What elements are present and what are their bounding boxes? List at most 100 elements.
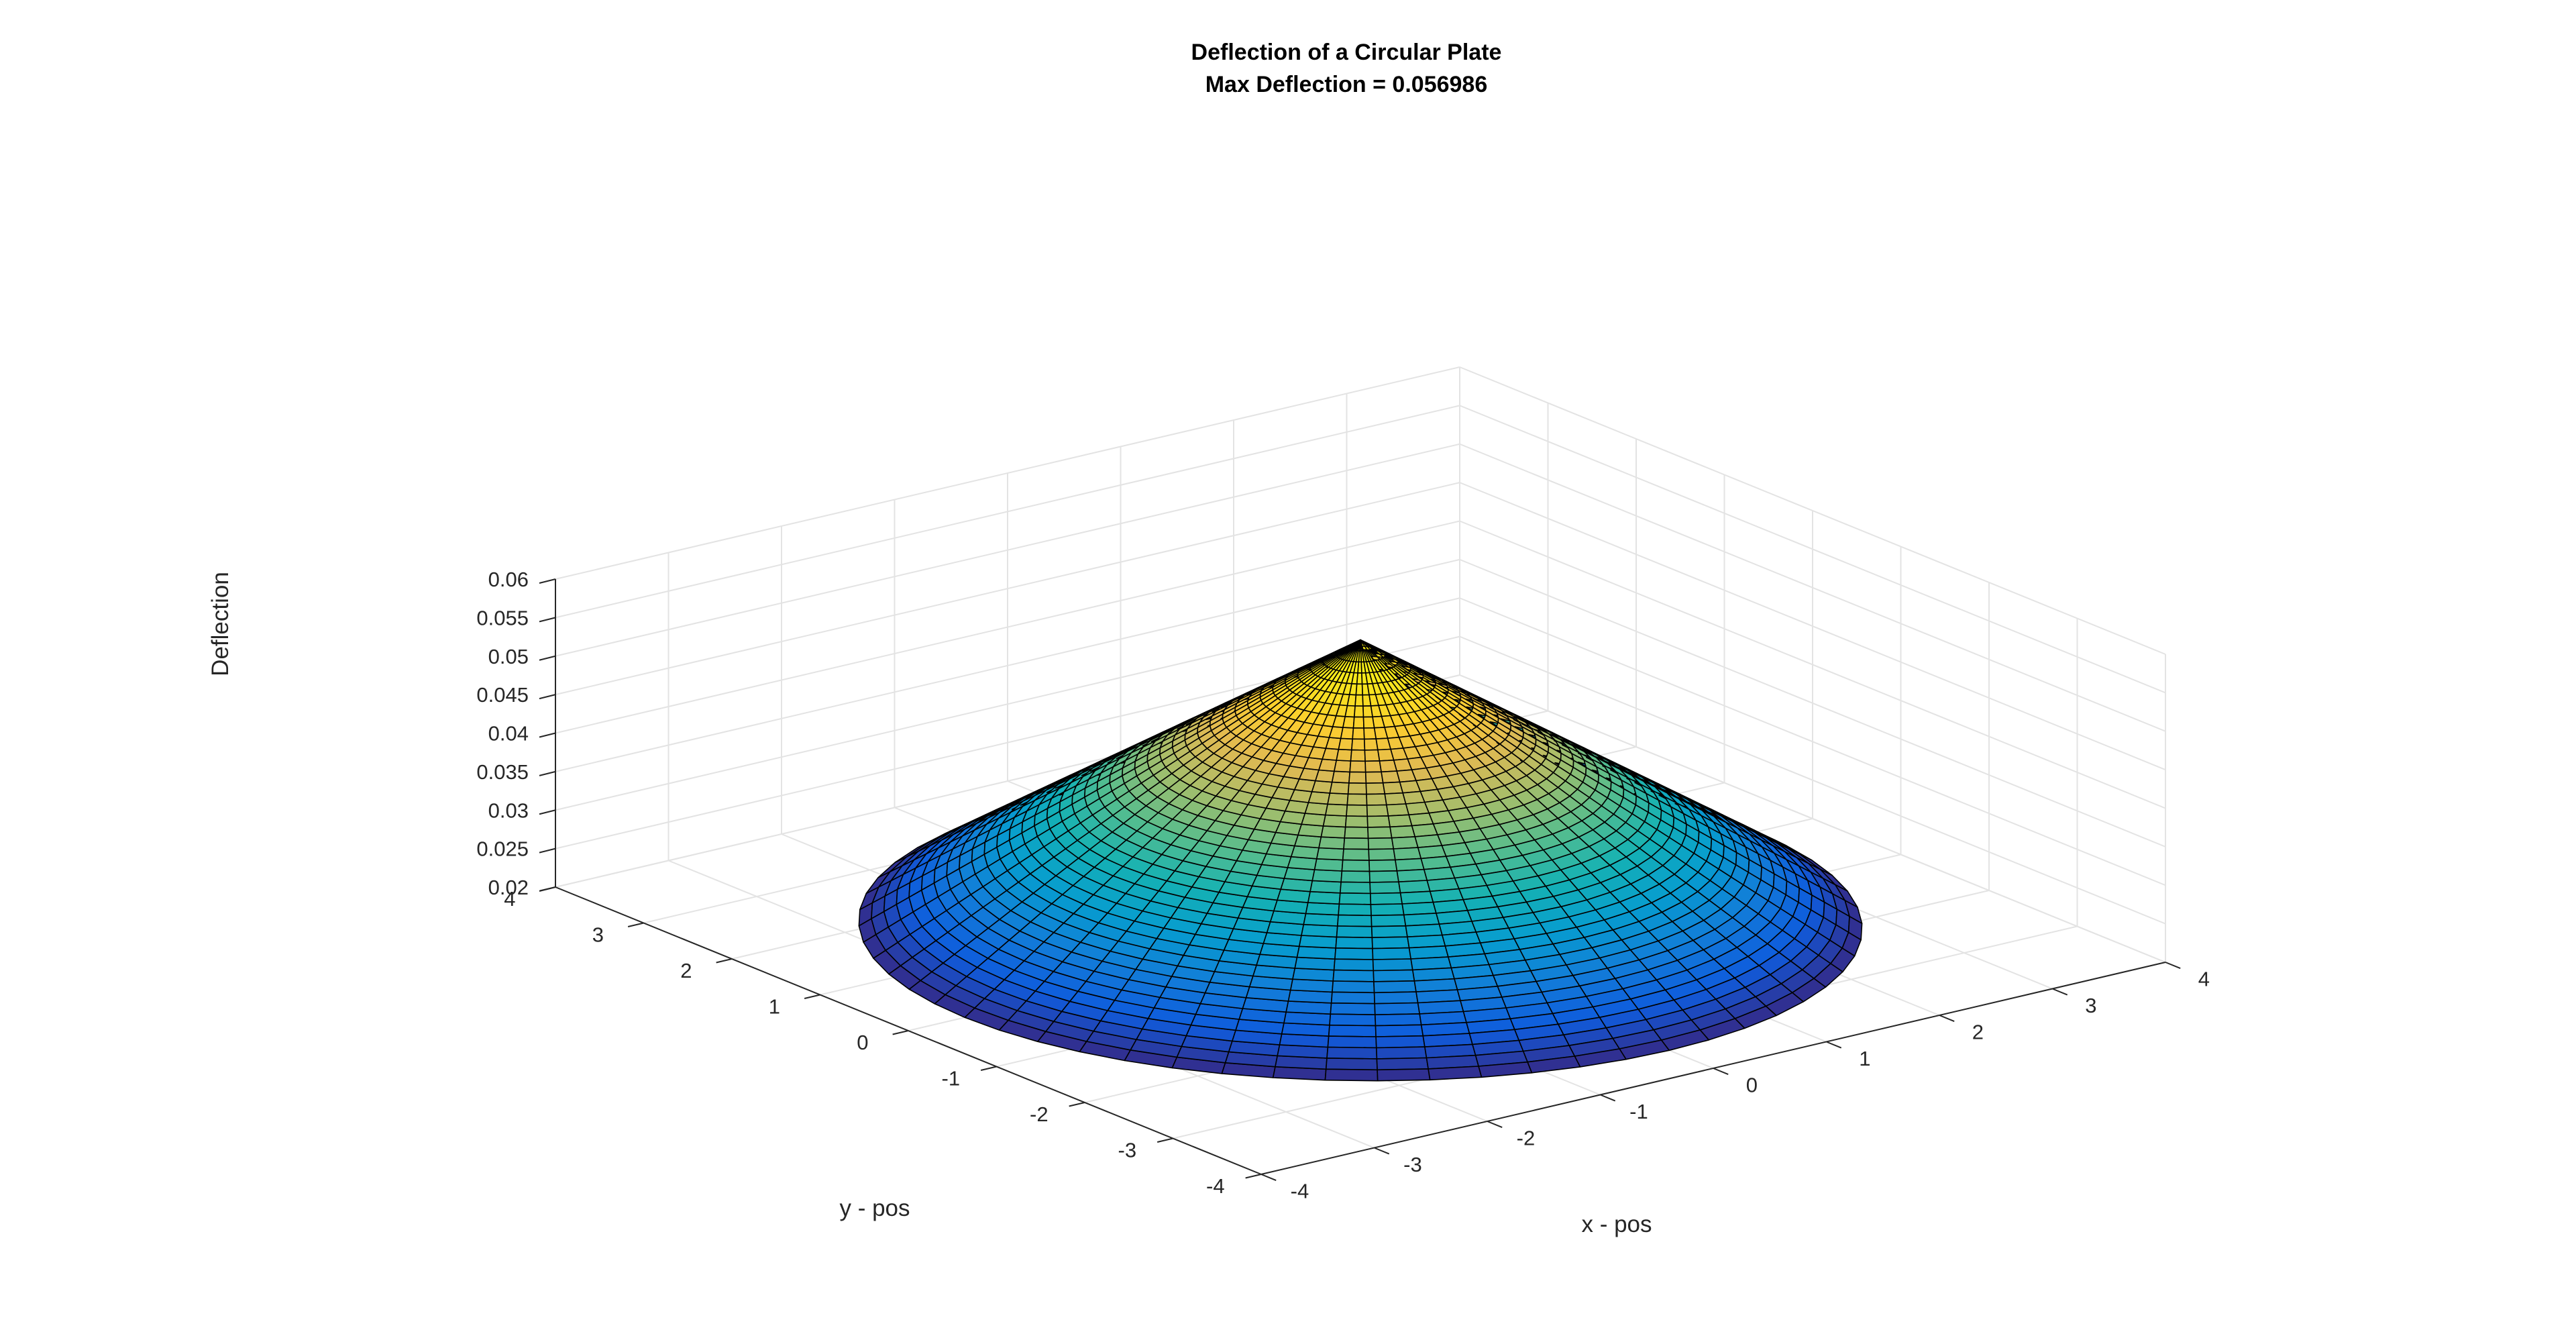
- y-tick-mark: [1245, 1174, 1262, 1179]
- surface-facet: [1371, 914, 1407, 927]
- surface-facet: [1364, 749, 1381, 762]
- surface-facet: [1375, 1035, 1426, 1049]
- surface-facet: [1344, 705, 1356, 718]
- surface-facet: [1334, 947, 1374, 960]
- y-tick-label: 3: [592, 923, 604, 946]
- surface-facet: [1398, 880, 1431, 894]
- back-wall-gridline-z: [555, 558, 1460, 772]
- surface-facet: [1338, 737, 1353, 751]
- surface-facet: [1367, 837, 1395, 850]
- surface-facet: [1311, 869, 1343, 883]
- surface-facet: [1364, 738, 1379, 751]
- surface-facet: [1337, 914, 1373, 927]
- y-tick-mark: [804, 994, 820, 999]
- surface-facet: [1299, 935, 1338, 949]
- side-wall-gridline-z: [1459, 635, 2166, 925]
- surface-facet: [1330, 991, 1375, 1005]
- surface-facet: [1396, 868, 1428, 882]
- z-axis-label: Deflection: [207, 572, 233, 676]
- surface-facet: [1332, 980, 1375, 994]
- side-wall-gridline-z: [1459, 482, 2166, 771]
- surface-facet: [1354, 705, 1364, 718]
- surface-facet: [1364, 760, 1382, 773]
- z-tick-label: 0.055: [476, 606, 529, 629]
- back-wall-gridline-z: [555, 366, 1460, 580]
- surface-facet: [1338, 892, 1372, 905]
- x-tick-mark: [1374, 1147, 1390, 1155]
- x-tick-mark: [1939, 1015, 1955, 1022]
- surface-facet: [1347, 639, 1361, 648]
- surface-facet: [1352, 716, 1364, 729]
- surface-facet: [1326, 1046, 1378, 1060]
- surface-facet: [1318, 836, 1346, 850]
- z-tick-mark: [539, 770, 556, 776]
- y-tick-label: -4: [1206, 1174, 1225, 1198]
- x-tick-mark: [1260, 1174, 1277, 1181]
- x-tick-label: -4: [1291, 1179, 1309, 1202]
- surface-facet: [1325, 803, 1348, 817]
- surface-facet: [1340, 870, 1371, 883]
- surface-facet: [1373, 991, 1419, 1005]
- surface-facet: [1343, 837, 1369, 850]
- surface-facet: [1367, 826, 1393, 839]
- surface-facet: [1336, 748, 1352, 762]
- chart-subtitle: Max Deflection = 0.056986: [1205, 72, 1488, 97]
- surface-facet: [1332, 969, 1375, 982]
- surface-facet: [1391, 836, 1419, 850]
- surface-facet: [1395, 858, 1425, 872]
- surface-facet: [1350, 749, 1366, 762]
- surface-facet: [1331, 770, 1350, 784]
- x-tick-label: -3: [1403, 1153, 1422, 1176]
- tick-labels: -4-3-2-101234-4-3-2-1012340.020.0250.030…: [476, 568, 2210, 1202]
- surface-facet: [1342, 848, 1370, 861]
- surface-facet: [1371, 925, 1408, 938]
- surface-facet: [1351, 738, 1366, 751]
- surface-facet: [1354, 694, 1364, 707]
- surface-facet: [1316, 847, 1344, 861]
- surface-facet: [1355, 683, 1363, 696]
- back-wall-gridline-z: [555, 443, 1460, 657]
- z-tick-mark: [539, 732, 556, 738]
- surface-facet: [1370, 903, 1405, 917]
- z-tick-mark: [539, 886, 556, 892]
- surface-facet: [1335, 936, 1373, 950]
- y-tick-label: 0: [857, 1031, 868, 1054]
- surface-facet: [1311, 780, 1333, 794]
- surface-facet: [1307, 791, 1331, 805]
- surface-facet: [1374, 1002, 1420, 1015]
- z-tick-label: 0.03: [488, 799, 529, 822]
- surface-facet: [1366, 804, 1389, 817]
- surface-facet: [1364, 771, 1384, 784]
- surface-facet: [1336, 925, 1373, 938]
- surface-facet: [1393, 847, 1422, 861]
- surface-facet: [1365, 782, 1386, 795]
- y-tick-label: 1: [769, 994, 780, 1018]
- surface-facet: [1329, 781, 1350, 794]
- surface-facet: [1375, 1024, 1424, 1037]
- y-tick-label: -3: [1118, 1138, 1137, 1162]
- y-tick-label: 4: [504, 887, 515, 911]
- y-tick-label: -2: [1030, 1102, 1049, 1126]
- surface-facet: [1303, 913, 1339, 927]
- y-tick-label: 2: [680, 959, 692, 982]
- back-wall-gridline-z: [555, 597, 1460, 811]
- y-tick-mark: [1157, 1137, 1173, 1143]
- surface-facet: [1334, 760, 1352, 773]
- side-wall-gridline-z: [1459, 558, 2166, 848]
- y-tick-mark: [980, 1066, 997, 1071]
- x-tick-label: 0: [1746, 1073, 1758, 1096]
- surface-facet: [1344, 826, 1369, 839]
- x-tick-label: 2: [1972, 1020, 1984, 1043]
- surface-facet: [1375, 1013, 1422, 1027]
- axes-lines: [539, 578, 2181, 1181]
- x-tick-mark: [1826, 1041, 1842, 1049]
- surface-facet: [1327, 1035, 1377, 1049]
- x-tick-label: -2: [1517, 1126, 1536, 1149]
- surface-facet: [1352, 727, 1365, 740]
- x-tick-mark: [2165, 962, 2181, 969]
- surface-facet: [1389, 825, 1416, 839]
- surface-facet: [1333, 958, 1375, 972]
- surface-facet: [1387, 814, 1413, 828]
- x-tick-mark: [1600, 1094, 1616, 1102]
- z-tick-mark: [539, 655, 556, 661]
